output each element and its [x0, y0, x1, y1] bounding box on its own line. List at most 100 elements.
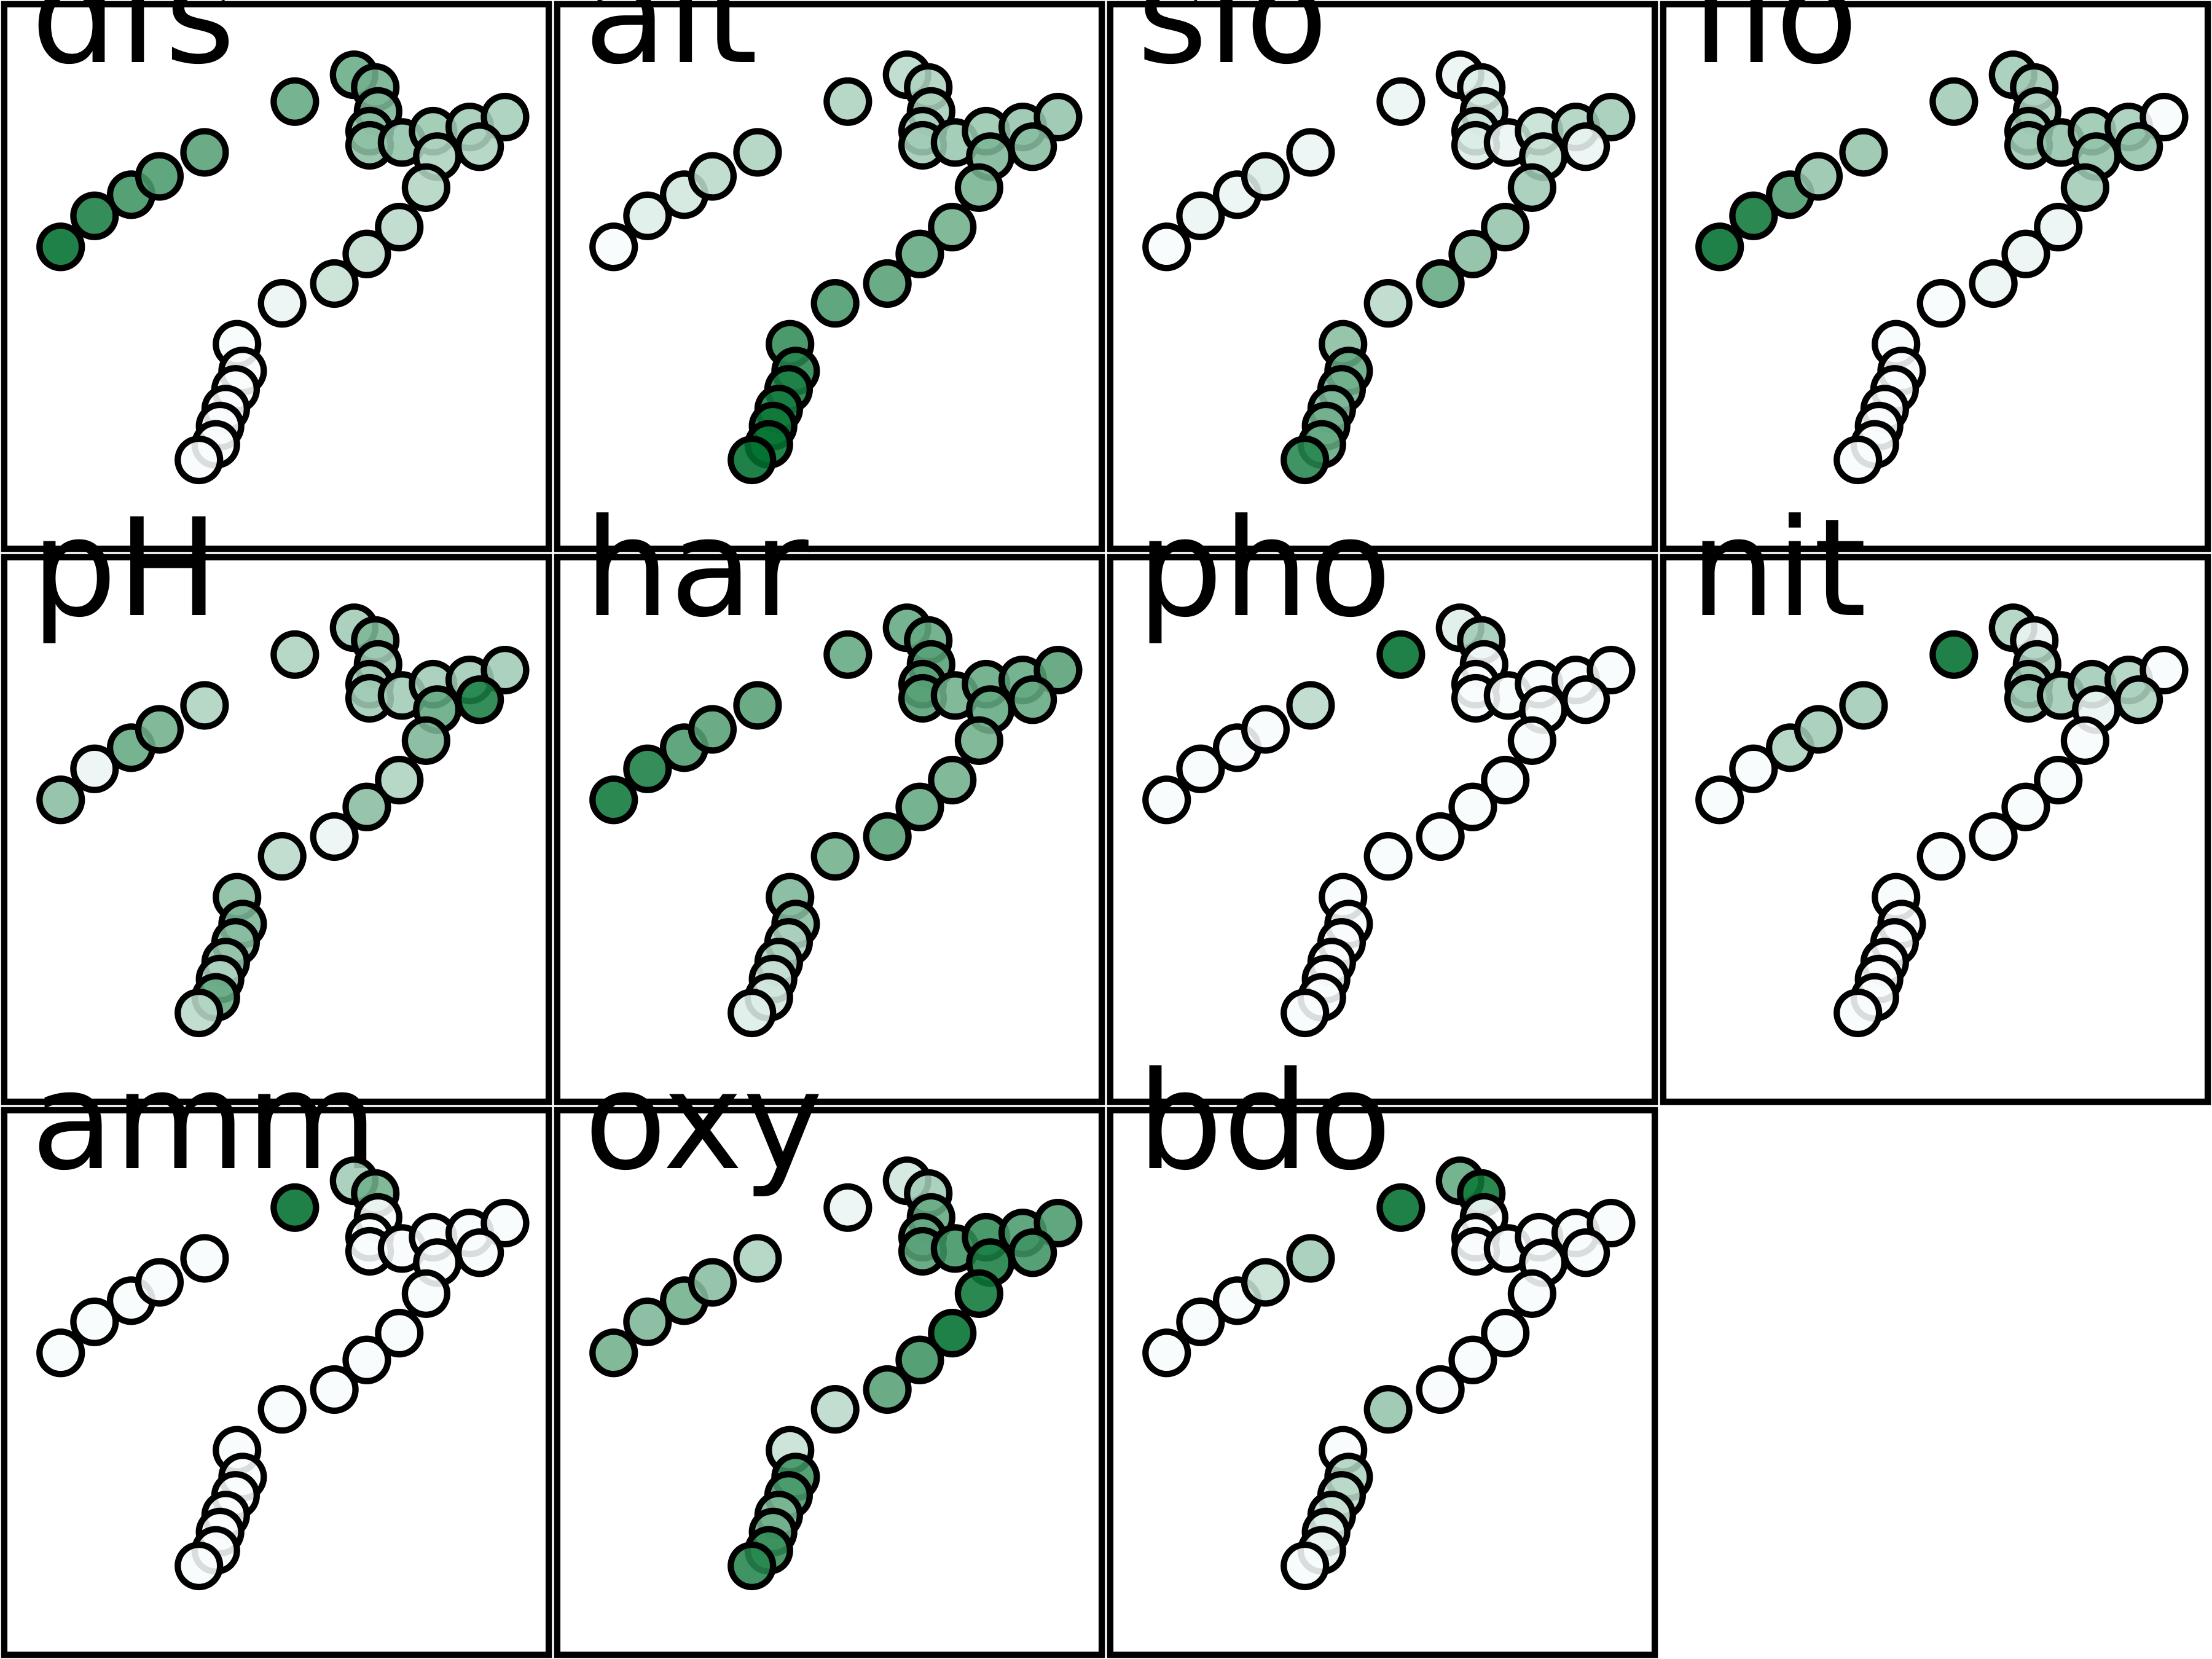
site-point: [1416, 259, 1465, 308]
site-point: [375, 203, 424, 252]
site-point: [342, 229, 391, 278]
site-point: [954, 716, 1003, 765]
site-point: [310, 259, 359, 308]
site-point: [928, 203, 977, 252]
site-point: [895, 229, 944, 278]
site-point: [733, 1234, 782, 1283]
site-point: [70, 1297, 119, 1346]
site-point: [1281, 435, 1330, 485]
panel-title: har: [584, 489, 809, 647]
panel-title: bdo: [1137, 1042, 1392, 1200]
site-point: [1561, 1228, 1610, 1277]
site-point: [733, 128, 782, 177]
site-point: [1241, 152, 1290, 201]
site-point: [1481, 1309, 1530, 1358]
site-point: [688, 705, 737, 754]
site-point: [1448, 1335, 1497, 1384]
site-point: [180, 128, 229, 177]
site-point: [1142, 222, 1191, 272]
site-point: [310, 812, 359, 861]
panel-bdo: bdo: [1107, 1042, 1658, 1658]
panel-title: alt: [584, 0, 758, 94]
site-point: [2034, 203, 2083, 252]
panel-ph: pH: [1, 489, 552, 1105]
site-point: [810, 832, 860, 881]
site-point: [1916, 832, 1966, 881]
site-point: [688, 152, 737, 201]
panel-frame: [1, 554, 552, 1105]
site-point: [589, 222, 638, 272]
site-point: [455, 675, 504, 724]
site-point: [863, 1365, 912, 1414]
site-point: [1241, 1258, 1290, 1307]
site-point: [270, 1183, 320, 1232]
site-point: [1916, 279, 1966, 328]
site-point: [1286, 1234, 1335, 1283]
panel-pho: pho: [1107, 489, 1658, 1105]
site-point: [1448, 229, 1497, 278]
panel-flo: flo: [1660, 0, 2211, 552]
panel-title: pH: [31, 489, 219, 647]
site-point: [36, 1328, 85, 1378]
site-point: [1363, 832, 1413, 881]
site-point: [1561, 122, 1610, 171]
panel-title: pho: [1137, 489, 1392, 647]
site-point: [1834, 435, 1883, 485]
site-point: [1839, 681, 1888, 730]
panel-nit: nit: [1660, 489, 2211, 1105]
site-point: [728, 988, 777, 1038]
site-point: [1286, 128, 1335, 177]
panel-title: slo: [1137, 0, 1328, 94]
site-point: [2060, 163, 2109, 212]
site-point: [1929, 77, 1979, 126]
site-point: [1929, 630, 1979, 679]
site-point: [1176, 191, 1225, 240]
site-point: [1794, 705, 1843, 754]
site-point: [1729, 744, 1778, 793]
site-point: [1376, 630, 1426, 679]
site-point: [180, 1234, 229, 1283]
site-point: [1376, 77, 1426, 126]
site-point: [1834, 988, 1883, 1038]
panel-alt: alt: [554, 0, 1105, 552]
site-point: [1507, 1269, 1556, 1318]
site-point: [928, 756, 977, 805]
site-point: [375, 756, 424, 805]
site-point: [36, 222, 85, 272]
site-point: [728, 1541, 777, 1591]
panel-title: amm: [31, 1042, 378, 1200]
site-point: [823, 77, 873, 126]
site-point: [623, 1297, 672, 1346]
site-point: [1507, 716, 1556, 765]
site-point: [589, 775, 638, 825]
site-point: [342, 1335, 391, 1384]
site-point: [1481, 756, 1530, 805]
site-point: [1507, 163, 1556, 212]
site-point: [2001, 782, 2050, 831]
site-point: [401, 1269, 450, 1318]
site-point: [175, 435, 224, 485]
site-point: [1286, 681, 1335, 730]
site-point: [135, 1258, 184, 1307]
site-point: [954, 163, 1003, 212]
site-point: [70, 191, 119, 240]
site-point: [1363, 279, 1413, 328]
site-point: [589, 1328, 638, 1378]
site-point: [733, 681, 782, 730]
site-point: [455, 1228, 504, 1277]
site-point: [135, 705, 184, 754]
site-point: [1695, 775, 1744, 825]
site-point: [810, 279, 860, 328]
site-point: [1729, 191, 1778, 240]
site-point: [823, 1183, 873, 1232]
site-point: [1142, 1328, 1191, 1378]
site-point: [895, 1335, 944, 1384]
site-point: [2060, 716, 2109, 765]
panel-slo: slo: [1107, 0, 1658, 552]
site-point: [1008, 1228, 1057, 1277]
site-point: [1969, 812, 2018, 861]
site-point: [1363, 1385, 1413, 1434]
site-point: [823, 630, 873, 679]
site-point: [1561, 675, 1610, 724]
site-point: [1376, 1183, 1426, 1232]
